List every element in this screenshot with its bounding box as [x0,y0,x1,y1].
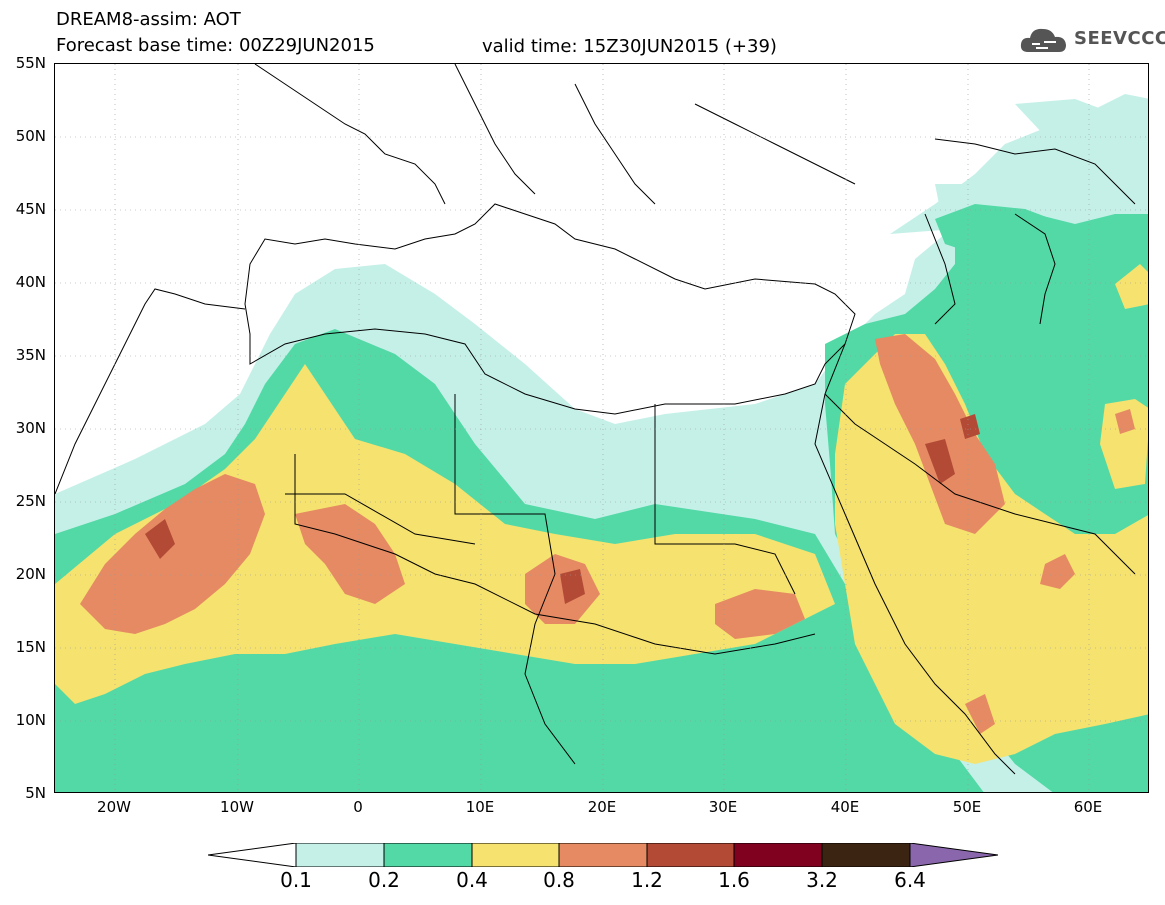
lon-label: 40E [830,798,860,816]
colorbar-label: 0.1 [280,868,312,892]
valid-time: valid time: 15Z30JUN2015 (+39) [482,36,777,57]
colorbar-swatch-0-2 [383,842,473,868]
colorbar-swatch-0-1 [295,842,385,868]
colorbar-label: 1.6 [718,868,750,892]
seevccc-logo: SEEVCCC [1018,22,1165,58]
aot-level-0-4 [55,264,1148,764]
lat-label: 5N [25,784,46,802]
lat-label: 35N [15,346,46,364]
colorbar-label: 0.8 [543,868,575,892]
lat-label: 40N [15,273,46,291]
lat-label: 10N [15,711,46,729]
coastlines [55,64,1136,775]
lon-label: 10E [465,798,495,816]
colorbar-label: 6.4 [894,868,926,892]
lon-label: 10W [220,798,254,816]
colorbar-label: 3.2 [806,868,838,892]
lon-label: 20E [587,798,617,816]
colorbar-swatch-0-4 [471,842,560,868]
colorbar-low-triangle [207,842,297,868]
lat-label: 25N [15,492,46,510]
aot-level-1-2 [145,414,980,604]
lon-label: 0 [353,798,363,816]
lon-label: 60E [1073,798,1103,816]
lat-label: 30N [15,419,46,437]
colorbar-label: 1.2 [631,868,663,892]
colorbar-swatch-3-2 [821,842,911,868]
lat-label: 50N [15,127,46,145]
colorbar-high-triangle [909,842,999,868]
graticule [55,64,1148,792]
lat-label: 45N [15,200,46,218]
colorbar-label: 0.4 [456,868,488,892]
aot-map [54,63,1149,793]
map-title: DREAM8-assim: AOT [56,9,241,30]
lat-label: 55N [15,54,46,72]
colorbar-label: 0.2 [368,868,400,892]
lon-label: 20W [97,798,131,816]
colorbar-swatch-1-6 [733,842,823,868]
colorbar [207,842,999,868]
cloud-icon [1020,28,1066,52]
colorbar-swatch-1-2 [646,842,735,868]
lat-label: 15N [15,638,46,656]
forecast-base-time: Forecast base time: 00Z29JUN2015 [56,35,375,56]
lon-label: 50E [952,798,982,816]
lon-label: 30E [708,798,738,816]
colorbar-swatch-0-8 [558,842,648,868]
lat-label: 20N [15,565,46,583]
logo-text: SEEVCCC [1074,28,1165,49]
